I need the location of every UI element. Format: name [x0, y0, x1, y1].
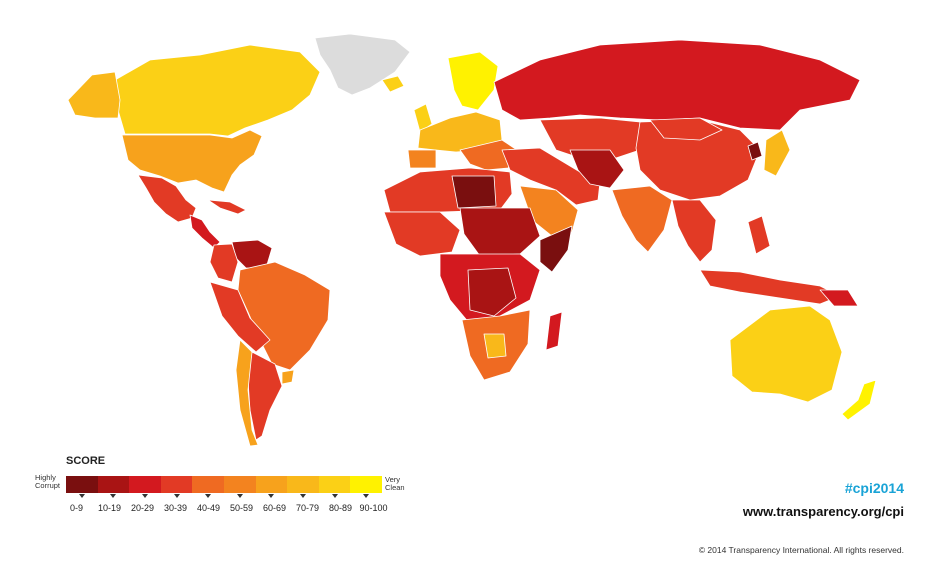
- legend-title: SCORE: [66, 455, 106, 467]
- country-middle-east: [501, 147, 601, 206]
- country-iceland: [381, 75, 405, 93]
- legend-swatch: [66, 476, 98, 498]
- country-indonesia: [699, 269, 841, 305]
- legend-tick: [363, 494, 370, 498]
- legend-bin-label: 20-29: [130, 503, 155, 513]
- legend-bin-labels: 0-9 10-19 20-29 30-39 40-49 50-59 60-69 70-79 80…: [60, 503, 390, 513]
- legend-swatch: [97, 476, 130, 498]
- legend-swatch: [223, 476, 256, 498]
- legend-swatch: [350, 476, 382, 498]
- country-caribbean: [207, 199, 247, 215]
- legend-tick: [331, 494, 338, 498]
- website-url[interactable]: www.transparency.org/cpi: [742, 504, 904, 519]
- country-uk: [413, 103, 433, 133]
- legend-tick: [268, 494, 275, 498]
- country-madagascar: [545, 311, 563, 351]
- country-papua-new-guinea: [819, 289, 859, 307]
- country-korea: [747, 141, 763, 161]
- country-usa-alaska: [67, 71, 121, 119]
- legend-bin-label: 70-79: [295, 503, 320, 513]
- legend-bin-label: 80-89: [328, 503, 353, 513]
- country-central-america: [189, 214, 221, 249]
- legend-swatch: [287, 476, 319, 498]
- country-southern-europe: [459, 139, 521, 171]
- country-southeast-asia: [671, 199, 717, 263]
- country-india: [611, 185, 673, 253]
- country-china: [635, 119, 761, 201]
- country-iberia: [407, 149, 437, 169]
- country-libya: [451, 175, 497, 209]
- country-botswana: [483, 333, 507, 359]
- legend-bin-label: 0-9: [69, 503, 83, 513]
- country-greenland: [314, 33, 411, 96]
- legend-swatch: [255, 476, 288, 498]
- country-iran-afghanistan: [569, 149, 625, 189]
- country-drc: [467, 267, 517, 317]
- hashtag-text: #cpi2014: [844, 480, 904, 496]
- legend-swatch: [192, 476, 224, 498]
- country-brazil: [237, 261, 331, 371]
- legend-swatch: [129, 476, 161, 498]
- legend-bin-label: 10-19: [97, 503, 122, 513]
- country-uruguay: [281, 369, 295, 385]
- legend-tick: [110, 494, 117, 498]
- legend-bin-label: 30-39: [163, 503, 188, 513]
- country-argentina: [247, 351, 283, 441]
- country-somalia: [539, 225, 573, 273]
- country-central-asia: [539, 117, 641, 161]
- legend-color-bar: [66, 476, 382, 498]
- country-chile: [235, 339, 259, 447]
- country-philippines: [747, 215, 771, 255]
- country-new-zealand: [841, 379, 877, 421]
- country-canada: [114, 44, 321, 137]
- country-sudan: [459, 207, 541, 257]
- country-usa: [121, 129, 263, 193]
- country-colombia: [209, 243, 239, 283]
- country-scandinavia: [447, 51, 499, 111]
- country-west-africa: [383, 211, 461, 257]
- legend-tick: [78, 494, 85, 498]
- legend-high-label: Very Clean: [385, 475, 405, 492]
- country-mexico: [137, 174, 197, 223]
- legend-tick: [236, 494, 243, 498]
- legend-bin-label: 50-59: [229, 503, 254, 513]
- legend-tick: [205, 494, 212, 498]
- legend-tick: [173, 494, 180, 498]
- legend-swatch: [318, 476, 351, 498]
- country-russia: [493, 39, 861, 131]
- country-peru-bolivia: [209, 281, 271, 353]
- country-australia: [729, 305, 843, 403]
- legend-tick: [141, 494, 148, 498]
- country-japan: [763, 129, 791, 177]
- legend-bin-label: 90-100: [359, 503, 388, 513]
- country-mongolia: [649, 117, 723, 141]
- legend-swatch: [160, 476, 193, 498]
- legend-bin-label: 40-49: [196, 503, 221, 513]
- legend-tick: [299, 494, 306, 498]
- legend-low-label: Highly Corrupt: [35, 473, 61, 490]
- legend-bin-label: 60-69: [262, 503, 287, 513]
- copyright-text: © 2014 Transparency International. All r…: [698, 545, 904, 555]
